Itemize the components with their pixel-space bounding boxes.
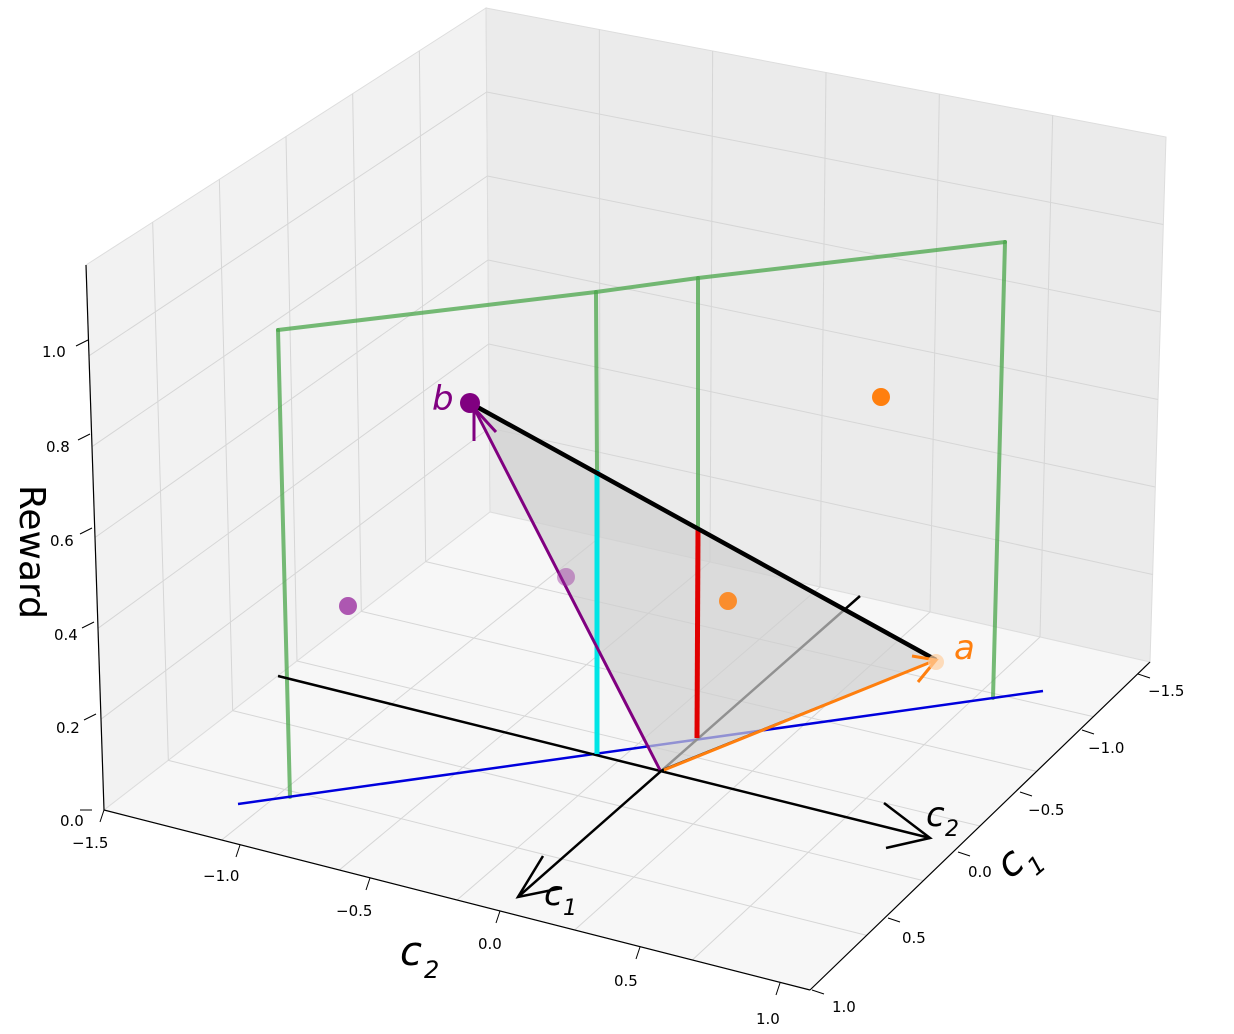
z-axis-label: Reward [11, 485, 52, 619]
c1-tick-label: −1.5 [1148, 682, 1184, 700]
gridline [418, 50, 427, 562]
svg-text:c: c [926, 795, 945, 835]
label-b: b [432, 379, 454, 419]
c1-tick-label: 0.0 [968, 863, 992, 881]
svg-text:2: 2 [945, 817, 959, 842]
vector-b [472, 407, 662, 771]
grid [88, 29, 1164, 961]
c1-axis-label: c 1 [987, 838, 1052, 887]
svg-text:c: c [400, 929, 422, 975]
c2-tick-label: −1.5 [72, 834, 108, 852]
svg-text:c: c [544, 874, 563, 914]
z-tick-label: 0.2 [56, 719, 80, 737]
c1-tick-label: 1.0 [832, 998, 856, 1016]
point-b [460, 393, 480, 413]
z-ticks [75, 339, 97, 811]
point-orange [719, 592, 737, 610]
c1-arrowhead [515, 855, 563, 899]
c1-tick-label: −1.0 [1088, 739, 1124, 757]
z-tick-label: 0.8 [46, 438, 70, 456]
c2-tick-label: 0.0 [478, 935, 502, 953]
c1-tick-label: 0.5 [902, 929, 926, 947]
label-a: a [954, 628, 975, 668]
z-axis-line [85, 264, 105, 811]
c2-axis-label: c 2 [400, 929, 439, 984]
green-frame [276, 240, 1007, 799]
svg-text:1: 1 [563, 896, 577, 921]
c2-tick-label: 1.0 [756, 1010, 780, 1028]
c2-arrowhead [883, 802, 933, 850]
z-tick-label: 0.4 [54, 626, 78, 644]
c2-direction-line [277, 674, 931, 840]
z-tick-label: 0.6 [50, 532, 74, 550]
point-purple [339, 597, 357, 615]
c2-tick-label: −1.0 [203, 867, 239, 885]
point-purple [557, 568, 575, 586]
c2-ticks [99, 809, 781, 996]
vector-a [663, 658, 937, 772]
z-tick-label: 1.0 [42, 343, 66, 361]
c1-axis-line [809, 661, 1151, 991]
triangle-top-edge [468, 401, 938, 662]
c2-tick-label: −0.5 [336, 902, 372, 920]
point-a [928, 654, 944, 670]
blue-line [237, 689, 1044, 806]
point-orange [872, 388, 890, 406]
c2-axis-line [103, 809, 811, 991]
gridline [691, 636, 1041, 961]
green-top-rail [276, 240, 1007, 332]
red-bar [694, 529, 701, 739]
green-post [276, 328, 292, 799]
c2-arrow-label: c 2 [926, 795, 959, 842]
c1-ticks [811, 673, 1151, 995]
c2-tick-label: 0.5 [614, 972, 638, 990]
shaded-triangle [470, 403, 936, 770]
z-tick-label: 0.0 [60, 812, 84, 830]
svg-text:2: 2 [424, 956, 439, 984]
green-post [594, 290, 599, 472]
gridline [1039, 115, 1054, 638]
green-post [991, 240, 1007, 700]
c1-arrow-label: c 1 [544, 874, 577, 921]
c1-tick-label: −0.5 [1028, 801, 1064, 819]
